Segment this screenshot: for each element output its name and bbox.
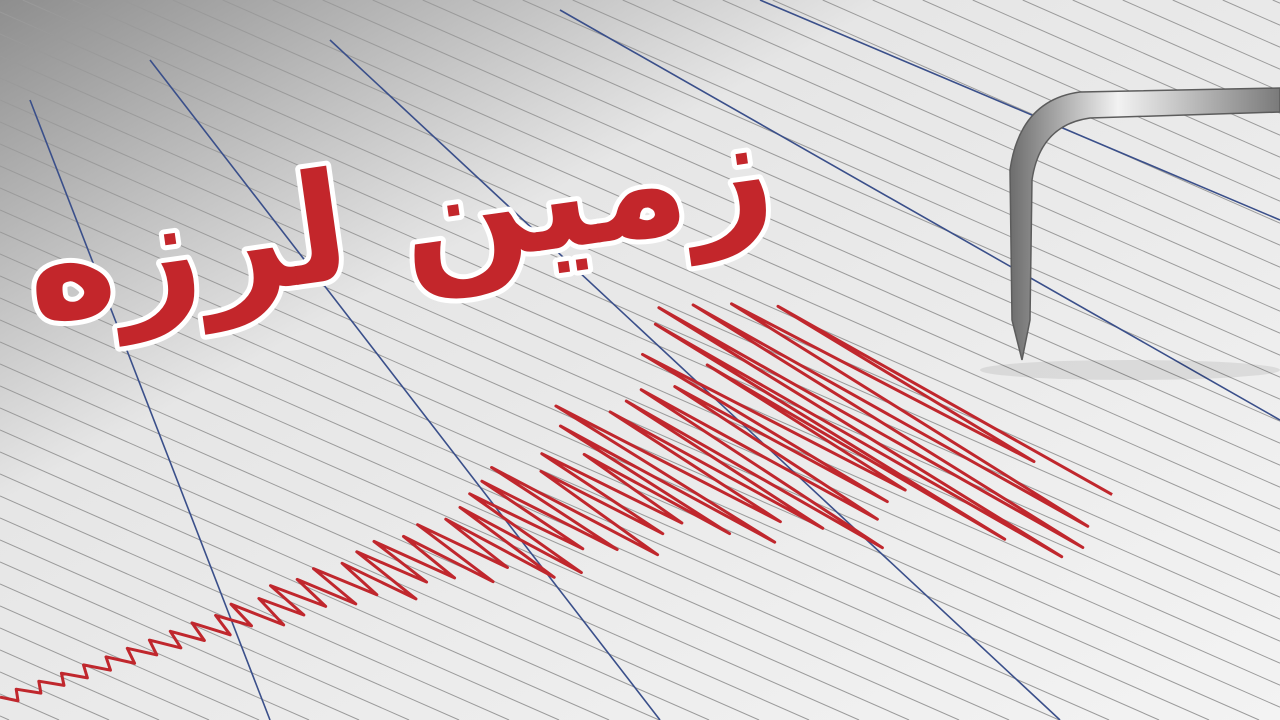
grid-line [272,0,1280,444]
grid-line [0,143,1280,708]
grid-line [472,0,1280,356]
grid-line [872,0,1280,180]
grid-line [572,0,1280,312]
seismograph-needle-icon [980,87,1280,380]
grid-line [0,561,360,720]
grid-line [372,0,1280,400]
grid-line [0,121,1280,686]
grid-line [0,297,960,720]
grid-line [1122,0,1280,70]
grid-line [0,363,810,720]
grid-line [172,0,1280,488]
grid-line [0,11,1280,576]
grid-line [622,0,1280,290]
grid-line [0,649,160,720]
grid-line [0,671,110,720]
grid-line [0,77,1280,642]
grid-line [0,209,1160,720]
grid-line [0,231,1110,720]
grid-line [722,0,1280,246]
grid-line [0,55,1280,620]
major-grid-line [759,0,1280,221]
grid-line [0,319,910,720]
grid-line [22,0,1280,554]
grid-line [0,33,1280,598]
grid-line [0,495,510,720]
grid-line [0,385,760,720]
grid-line [0,473,560,720]
grid-line [772,0,1280,224]
grid-line [522,0,1280,334]
grid-line [122,0,1280,510]
grid-line [1272,0,1280,4]
seismic-trace [0,302,1113,703]
grid-line [672,0,1280,268]
major-grid-line [559,9,1280,421]
grid-line [422,0,1280,378]
grid-line [0,539,410,720]
grid-line [1072,0,1280,92]
grid-line [72,0,1280,532]
grid-line [0,407,710,720]
grid-line [0,627,210,720]
grid-line [222,0,1280,466]
grid-line [0,99,1280,664]
major-grid-line [149,59,661,720]
grid-line [1172,0,1280,48]
major-grid-line [29,99,271,720]
grid-line [322,0,1280,422]
grid-line [0,715,10,720]
grid-line [1222,0,1280,26]
grid-line [922,0,1280,158]
